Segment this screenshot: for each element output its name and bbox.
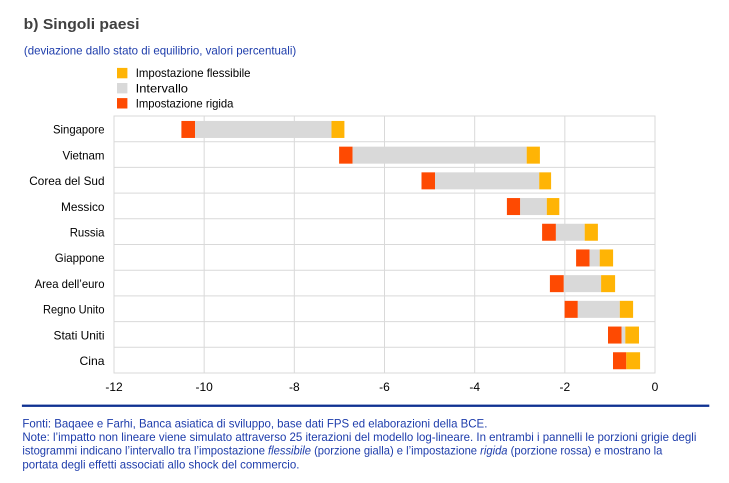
svg-text:-8: -8 bbox=[289, 380, 300, 394]
svg-text:Giappone: Giappone bbox=[55, 251, 105, 265]
svg-text:-10: -10 bbox=[195, 380, 213, 394]
svg-text:-2: -2 bbox=[559, 380, 570, 394]
svg-text:Corea del Sud: Corea del Sud bbox=[29, 174, 104, 188]
svg-text:Cina: Cina bbox=[80, 354, 105, 368]
svg-text:Area dell’euro: Area dell’euro bbox=[35, 277, 105, 291]
svg-text:Impostazione flessibile: Impostazione flessibile bbox=[136, 66, 251, 80]
svg-text:Russia: Russia bbox=[70, 225, 105, 239]
svg-text:Singapore: Singapore bbox=[53, 123, 105, 137]
svg-text:Stati Uniti: Stati Uniti bbox=[54, 328, 105, 342]
svg-text:b) Singoli paesi: b) Singoli paesi bbox=[24, 16, 140, 33]
svg-text:Impostazione rigida: Impostazione rigida bbox=[136, 96, 234, 110]
svg-text:0: 0 bbox=[652, 380, 659, 394]
svg-text:istogrammi indicano l’interval: istogrammi indicano l’intervallo tra l’i… bbox=[22, 443, 662, 457]
svg-text:(deviazione dallo stato di equ: (deviazione dallo stato di equilibrio, v… bbox=[24, 43, 296, 57]
svg-text:Regno Unito: Regno Unito bbox=[43, 303, 105, 317]
svg-text:-4: -4 bbox=[469, 380, 480, 394]
svg-text:Vietnam: Vietnam bbox=[63, 148, 105, 162]
svg-text:-12: -12 bbox=[105, 380, 123, 394]
svg-text:Fonti: Baqaee e Farhi, Banca a: Fonti: Baqaee e Farhi, Banca asiatica di… bbox=[22, 416, 487, 430]
svg-text:Messico: Messico bbox=[61, 200, 105, 214]
svg-text:Note: l’impatto non lineare vi: Note: l’impatto non lineare viene simula… bbox=[22, 430, 696, 444]
svg-text:Intervallo: Intervallo bbox=[136, 81, 189, 95]
svg-text:-6: -6 bbox=[379, 380, 390, 394]
svg-text:portata degli effetti associat: portata degli effetti associati allo sho… bbox=[22, 457, 299, 471]
